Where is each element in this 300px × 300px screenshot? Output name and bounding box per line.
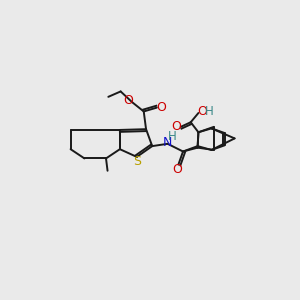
Text: H: H xyxy=(168,130,177,143)
Text: O: O xyxy=(172,164,182,176)
Text: O: O xyxy=(197,105,207,118)
Text: N: N xyxy=(163,136,172,149)
Text: O: O xyxy=(123,94,133,107)
Text: H: H xyxy=(205,105,214,118)
Text: S: S xyxy=(134,155,142,168)
Text: O: O xyxy=(157,101,166,114)
Text: O: O xyxy=(171,120,181,134)
